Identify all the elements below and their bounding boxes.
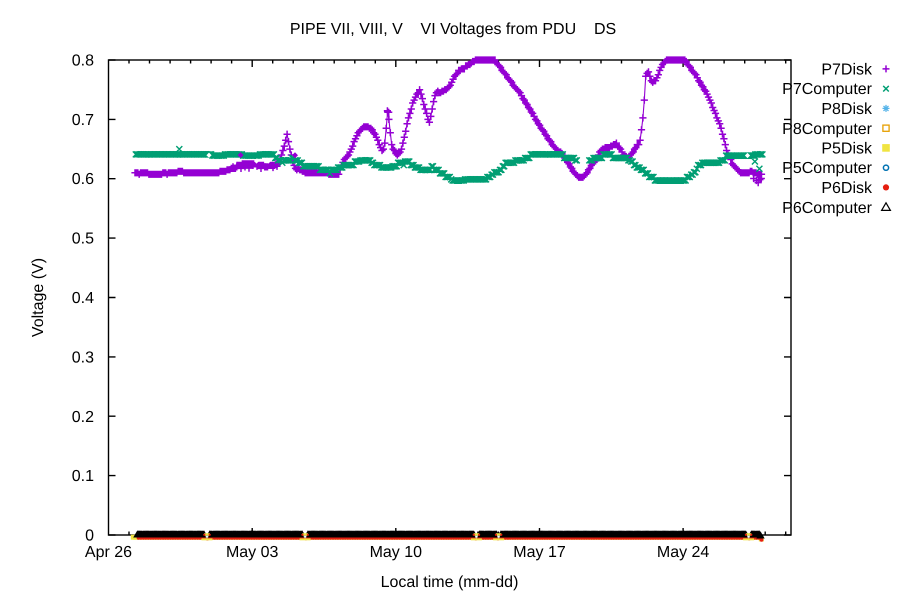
svg-text:0.1: 0.1 [72,468,94,485]
svg-text:0.3: 0.3 [72,349,94,366]
svg-text:0.5: 0.5 [72,231,94,248]
svg-text:Voltage (V): Voltage (V) [30,258,47,337]
svg-text:0.8: 0.8 [72,53,94,70]
svg-text:May 03: May 03 [226,544,279,561]
svg-text:May 17: May 17 [513,544,566,561]
svg-text:May 10: May 10 [370,544,423,561]
svg-text:Apr 26: Apr 26 [85,544,132,561]
svg-text:P8Disk: P8Disk [821,101,873,118]
svg-text:0: 0 [85,528,94,545]
svg-text:P7Disk: P7Disk [821,62,873,79]
svg-text:P8Computer: P8Computer [782,121,872,138]
svg-text:0.2: 0.2 [72,409,94,426]
svg-text:P5Disk: P5Disk [821,141,873,158]
svg-text:0.4: 0.4 [72,290,94,307]
svg-text:P6Computer: P6Computer [782,200,872,217]
svg-text:0.7: 0.7 [72,112,94,129]
svg-text:P5Computer: P5Computer [782,160,872,177]
svg-text:Local time (mm-dd): Local time (mm-dd) [381,574,519,591]
svg-text:May 24: May 24 [657,544,710,561]
svg-text:PIPE VII, VIII, V VI Voltag: PIPE VII, VIII, V VI Voltages from PDU D… [290,21,616,38]
svg-text:0.6: 0.6 [72,171,94,188]
svg-text:P7Computer: P7Computer [782,81,872,98]
svg-text:P6Disk: P6Disk [821,180,873,197]
